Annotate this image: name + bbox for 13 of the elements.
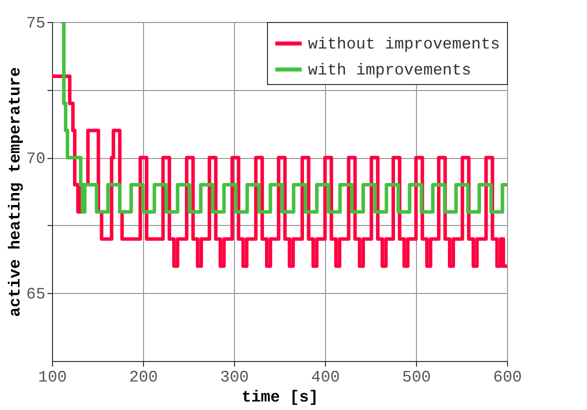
x-axis-title: time [s] [242, 388, 318, 406]
y-tick-label: 75 [26, 14, 46, 32]
x-tick-label: 500 [402, 368, 431, 386]
y-tick-label: 70 [26, 150, 46, 168]
x-tick-label: 300 [220, 368, 249, 386]
x-tick-label: 400 [311, 368, 340, 386]
x-tick-label: 200 [129, 368, 158, 386]
y-tick-label: 65 [26, 286, 46, 304]
legend-label: without improvements [308, 36, 500, 54]
x-tick-label: 100 [38, 368, 67, 386]
y-axis-title: active heating temperature [6, 67, 24, 317]
legend-label: with improvements [308, 62, 472, 80]
x-tick-label: 600 [493, 368, 522, 386]
